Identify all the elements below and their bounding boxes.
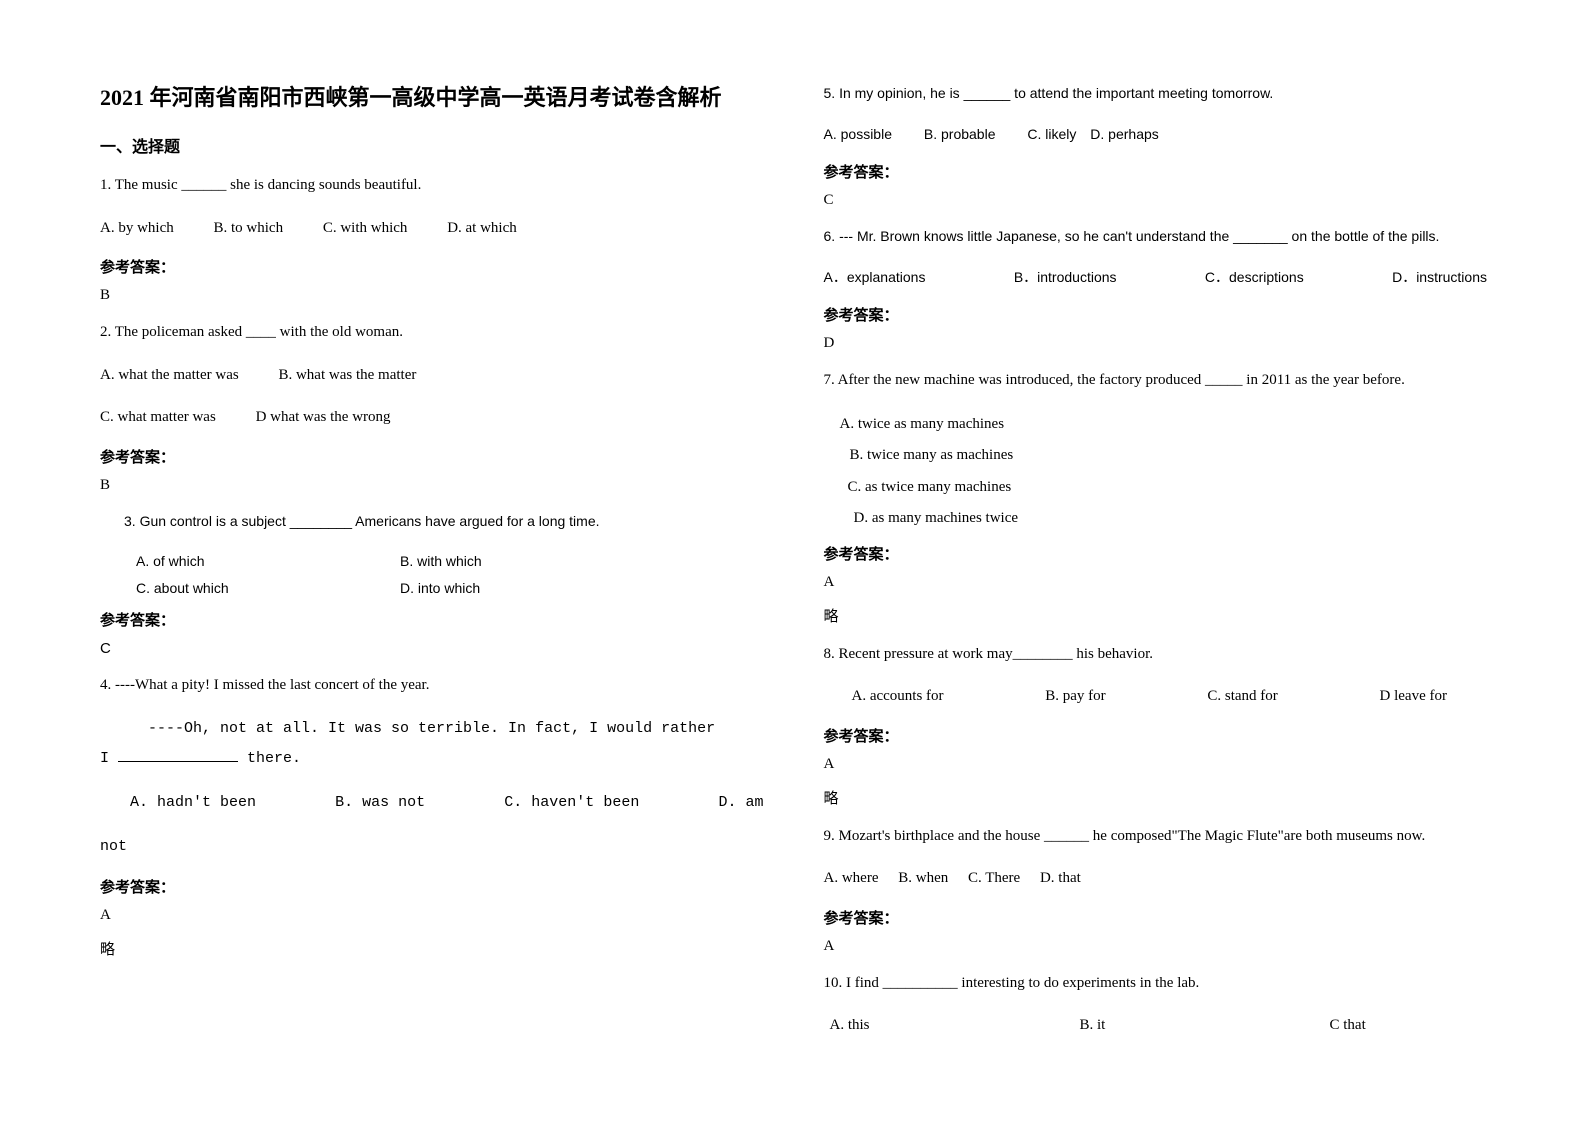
q5-opt-a: A. possible	[824, 121, 892, 148]
q9-opt-c: C. There	[968, 864, 1020, 893]
q7-opt-b: B. twice many as machines	[840, 440, 1488, 472]
q7-answer-label: 参考答案：	[824, 543, 1488, 564]
q10-opt-c: C that	[1330, 1011, 1366, 1040]
q4-dialog-line1: ----Oh, not at all. It was so terrible. …	[100, 714, 764, 744]
q2-options-row2: C. what matter was D what was the wrong	[100, 403, 764, 432]
q5-text: 5. In my opinion, he is ______ to attend…	[824, 80, 1488, 107]
q2-text: 2. The policeman asked ____ with the old…	[100, 318, 764, 347]
q1-opt-b: B. to which	[214, 214, 284, 243]
q1-opt-d: D. at which	[447, 214, 517, 243]
q10-options: A. this B. it C that	[824, 1011, 1488, 1040]
q6-opt-c: C．descriptions	[1205, 264, 1304, 291]
q4-opt-d: D. am	[718, 788, 763, 818]
document-title: 2021 年河南省南阳市西峡第一高级中学高一英语月考试卷含解析	[100, 80, 764, 115]
q4-opt-a: A. hadn't been	[130, 788, 256, 818]
q1-options: A. by which B. to which C. with which D.…	[100, 214, 764, 243]
q10-text: 10. I find __________ interesting to do …	[824, 969, 1488, 998]
q5-answer: C	[824, 192, 1488, 209]
q8-opt-b: B. pay for	[1045, 682, 1105, 711]
q10-opt-a: A. this	[830, 1011, 1080, 1040]
q4-opt-c: C. haven't been	[504, 788, 639, 818]
q3-opt-c: C. about which	[100, 575, 400, 602]
q4-dialog-line2: I there.	[100, 744, 764, 774]
q8-opt-d: D leave for	[1380, 682, 1447, 711]
q4-answer: A	[100, 907, 764, 924]
q4-dialog2-pre: I	[100, 750, 118, 767]
q9-text: 9. Mozart's birthplace and the house ___…	[824, 822, 1488, 851]
q9-opt-a: A. where	[824, 864, 879, 893]
q5-options: A. possible B. probable C. likely D. per…	[824, 121, 1488, 148]
q2-opt-b: B. what was the matter	[278, 361, 416, 390]
q1-opt-c: C. with which	[323, 214, 408, 243]
q7-options: A. twice as many machines B. twice many …	[824, 409, 1488, 535]
q9-opt-d: D. that	[1040, 864, 1081, 893]
q4-opt-d-cont: not	[100, 832, 764, 862]
q8-opt-c: C. stand for	[1207, 682, 1277, 711]
q4-dialog: ----Oh, not at all. It was so terrible. …	[100, 714, 764, 774]
q3-answer: C	[100, 640, 764, 657]
q9-answer: A	[824, 938, 1488, 955]
q5-opt-d: D. perhaps	[1090, 121, 1158, 148]
q6-opt-a: A．explanations	[824, 264, 926, 291]
q10-opt-b: B. it	[1080, 1011, 1330, 1040]
q2-opt-d: D what was the wrong	[256, 403, 391, 432]
q7-answer: A	[824, 574, 1488, 591]
q4-options: A. hadn't been B. was not C. haven't bee…	[100, 788, 764, 818]
q7-opt-d: D. as many machines twice	[840, 503, 1488, 535]
q3-text: 3. Gun control is a subject ________ Ame…	[100, 508, 764, 535]
q4-text: 4. ----What a pity! I missed the last co…	[100, 671, 764, 700]
left-column: 2021 年河南省南阳市西峡第一高级中学高一英语月考试卷含解析 一、选择题 1.…	[100, 80, 764, 1082]
q3-opt-b: B. with which	[400, 548, 482, 575]
q2-opt-a: A. what the matter was	[100, 361, 239, 390]
q3-answer-label: 参考答案：	[100, 609, 764, 630]
q8-text: 8. Recent pressure at work may________ h…	[824, 640, 1488, 669]
q8-opt-a: A. accounts for	[852, 682, 944, 711]
q9-options: A. where B. when C. There D. that	[824, 864, 1488, 893]
q1-text: 1. The music ______ she is dancing sound…	[100, 171, 764, 200]
q2-opt-c: C. what matter was	[100, 403, 216, 432]
q5-answer-label: 参考答案：	[824, 161, 1488, 182]
q6-opt-b: B．introductions	[1014, 264, 1117, 291]
q2-answer: B	[100, 477, 764, 494]
q6-text: 6. --- Mr. Brown knows little Japanese, …	[824, 223, 1488, 250]
q7-text: 7. After the new machine was introduced,…	[824, 366, 1488, 395]
q3-options: A. of which B. with which C. about which…	[100, 548, 764, 601]
q6-answer: D	[824, 335, 1488, 352]
q7-opt-a: A. twice as many machines	[840, 409, 1488, 441]
q4-omit: 略	[100, 938, 764, 959]
q8-answer: A	[824, 756, 1488, 773]
q1-answer: B	[100, 287, 764, 304]
q4-blank	[118, 747, 238, 762]
q6-options: A．explanations B．introductions C．descrip…	[824, 264, 1488, 291]
q8-answer-label: 参考答案：	[824, 725, 1488, 746]
q3-opt-d: D. into which	[400, 575, 480, 602]
q7-opt-c: C. as twice many machines	[840, 472, 1488, 504]
q1-answer-label: 参考答案：	[100, 256, 764, 277]
q9-answer-label: 参考答案：	[824, 907, 1488, 928]
section-heading: 一、选择题	[100, 133, 764, 157]
q5-opt-c: C. likely	[1027, 121, 1076, 148]
q8-options: A. accounts for B. pay for C. stand for …	[824, 682, 1488, 711]
q4-dialog2-post: there.	[238, 750, 301, 767]
q6-opt-d: D．instructions	[1392, 264, 1487, 291]
q9-opt-b: B. when	[898, 864, 948, 893]
q2-answer-label: 参考答案：	[100, 446, 764, 467]
q1-opt-a: A. by which	[100, 214, 174, 243]
q8-omit: 略	[824, 787, 1488, 808]
q2-options-row1: A. what the matter was B. what was the m…	[100, 361, 764, 390]
right-column: 5. In my opinion, he is ______ to attend…	[824, 80, 1488, 1082]
q3-opt-a: A. of which	[100, 548, 400, 575]
q6-answer-label: 参考答案：	[824, 304, 1488, 325]
q4-opt-b: B. was not	[335, 788, 425, 818]
q5-opt-b: B. probable	[924, 121, 996, 148]
q4-answer-label: 参考答案：	[100, 876, 764, 897]
q7-omit: 略	[824, 605, 1488, 626]
